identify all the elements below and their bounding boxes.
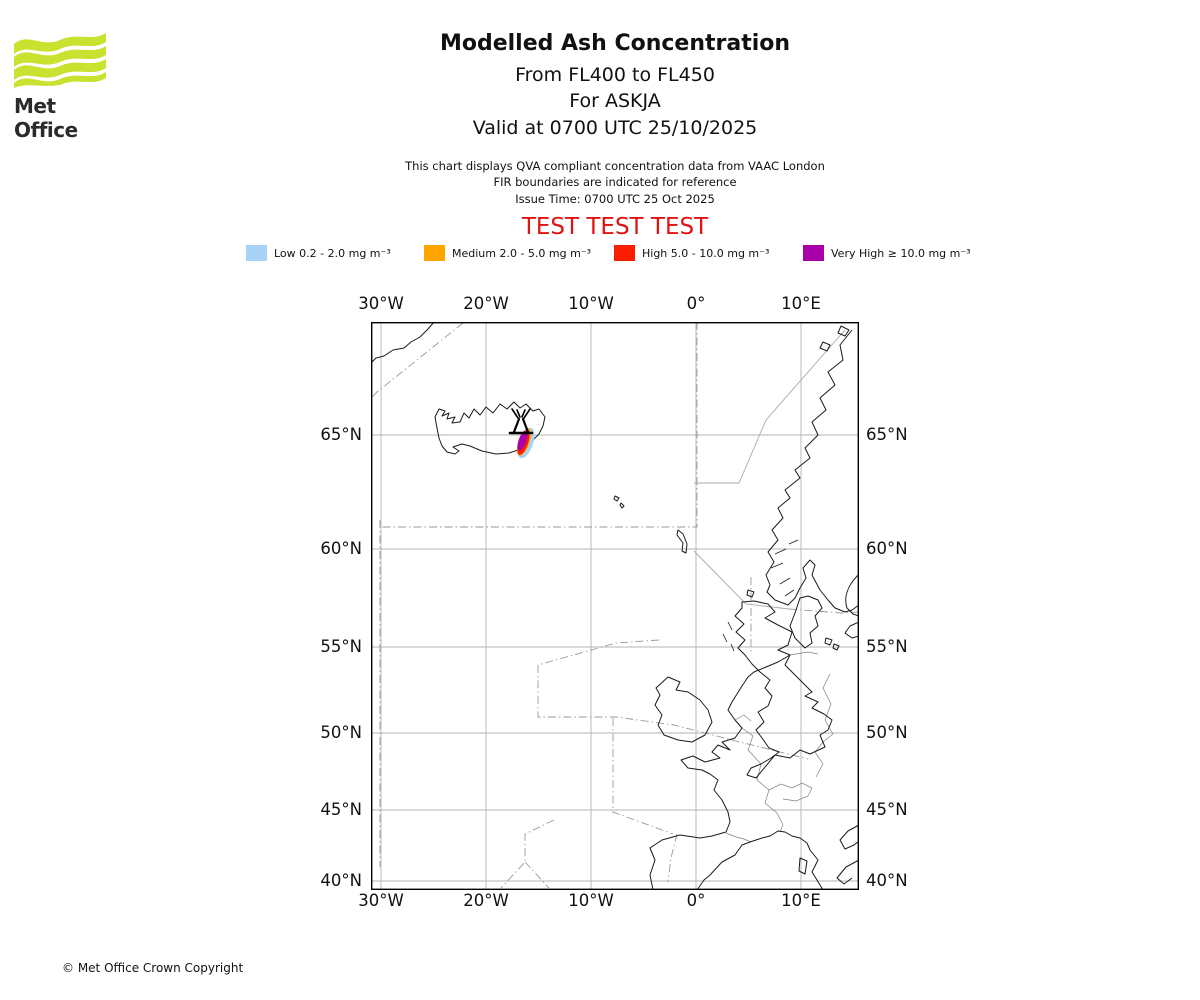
lon-label-bottom-0: 0° [686,891,706,910]
lon-label-top-30w: 30°W [358,294,404,313]
coast-danish-islands [824,637,840,651]
coast-sweden [845,573,860,617]
flight-level-line: From FL400 to FL450 [515,64,715,86]
legend-item-low: Low 0.2 - 2.0 mg m⁻³ [246,244,391,262]
fir-info-line: FIR boundaries are indicated for referen… [493,175,737,189]
legend-swatch-high [614,245,635,261]
map-svg [370,321,860,891]
legend-item-high: High 5.0 - 10.0 mg m⁻³ [614,244,769,262]
lat-label-right-50n: 50°N [866,723,908,742]
lon-label-top-0: 0° [686,294,706,313]
met-office-logo: Met Office [14,28,124,142]
lon-label-bottom-30w: 30°W [358,891,404,910]
lat-label-left-55n: 55°N [320,637,362,656]
fir-boundaries-solid [693,329,846,610]
map-frame [370,321,860,890]
issue-time-line: Issue Time: 0700 UTC 25 Oct 2025 [515,192,715,206]
qva-info-line: This chart displays QVA compliant concen… [405,159,825,173]
coast-continental-west [649,654,791,891]
coast-ireland [654,676,713,743]
copyright-notice: © Met Office Crown Copyright [62,961,244,975]
coast-faroe [613,495,625,509]
lon-label-top-20w: 20°W [463,294,509,313]
lat-label-left-50n: 50°N [320,723,362,742]
lon-label-bottom-10w: 10°W [568,891,614,910]
coast-corsica [798,857,808,875]
ash-plume-very-high [517,430,528,451]
lon-label-bottom-20w: 20°W [463,891,509,910]
legend-label-medium: Medium 2.0 - 5.0 mg m⁻³ [452,246,592,260]
legend-swatch-very-high [803,245,824,261]
lon-label-top-10w: 10°W [568,294,614,313]
coast-greenland [370,321,435,364]
coast-adriatic [836,824,860,885]
met-office-logo-waves [14,33,106,88]
coastlines [370,321,860,891]
map-panel [370,321,860,891]
country-borders [725,651,834,843]
lat-label-right-60n: 60°N [866,539,908,558]
legend-label-high: High 5.0 - 10.0 mg m⁻³ [642,246,770,260]
lat-label-right-40n: 40°N [866,871,908,890]
coast-iceland [434,401,546,455]
coast-hebrides [722,621,735,652]
valid-time-line: Valid at 0700 UTC 25/10/2025 [472,117,758,139]
coast-norway-fjords [770,539,799,597]
lat-label-right-55n: 55°N [866,637,908,656]
coast-norway-islands [819,325,850,352]
legend-swatch-low [246,245,267,261]
page-title: Modelled Ash Concentration [439,31,791,56]
lat-label-left-45n: 45°N [320,800,362,819]
lat-label-left-60n: 60°N [320,539,362,558]
coast-norway [765,329,860,613]
ash-plume [516,427,535,459]
lat-label-left-65n: 65°N [320,425,362,444]
legend-label-low: Low 0.2 - 2.0 mg m⁻³ [274,246,391,260]
legend-label-very-high: Very High ≥ 10.0 mg m⁻³ [831,246,971,260]
volcano-icon [508,408,534,435]
fir-boundaries [370,322,860,889]
legend-swatch-medium [424,245,445,261]
lon-label-top-10e: 10°E [781,294,821,313]
volcano-line: For ASKJA [569,90,661,112]
legend-item-medium: Medium 2.0 - 5.0 mg m⁻³ [424,244,591,262]
lon-label-bottom-10e: 10°E [781,891,821,910]
graticule [371,322,859,890]
coast-orkney [746,589,755,598]
lat-label-left-40n: 40°N [320,871,362,890]
legend-item-very-high: Very High ≥ 10.0 mg m⁻³ [803,244,971,262]
coast-denmark [789,595,823,649]
coast-mediterranean [696,830,824,891]
met-office-logo-text: Met Office [14,94,78,142]
coast-shetland [676,529,688,554]
lat-label-right-65n: 65°N [866,425,908,444]
test-banner: TEST TEST TEST [521,214,709,240]
coast-baltic [844,621,860,639]
lat-label-right-45n: 45°N [866,800,908,819]
coast-great-britain [734,600,833,779]
